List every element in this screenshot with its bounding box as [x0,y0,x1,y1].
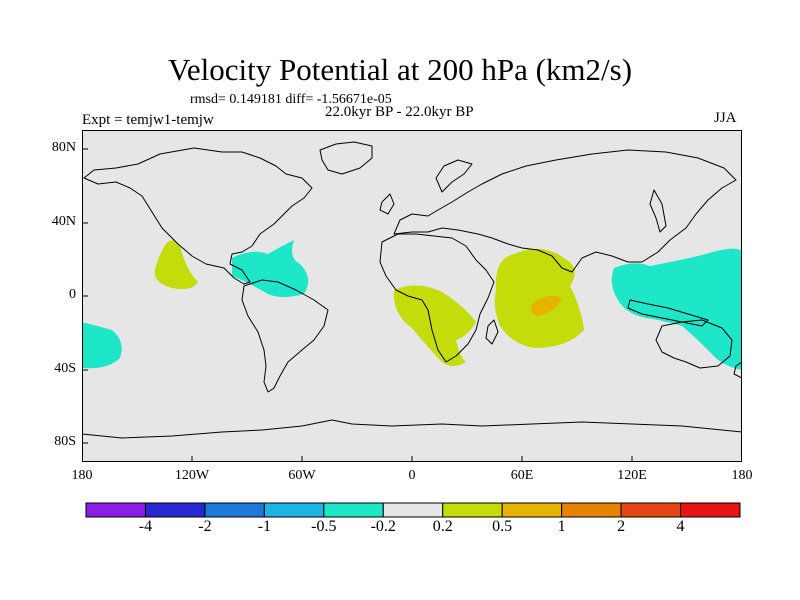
colorbar-swatch [680,502,741,518]
colorbar-swatch [382,502,444,518]
colorbar-swatch [85,502,146,518]
scandinavia-outline [435,159,473,193]
lon-label-120e: 120E [617,468,647,483]
positive-patch-indian-ocean [494,248,584,348]
lon-label-60w: 60W [288,468,316,483]
anomaly-shading [82,240,742,370]
colorbar-label: 0.5 [492,518,513,535]
south-america-outline [241,279,329,393]
colorbar-label: -0.5 [311,518,337,535]
lat-label-80n: 80N [51,140,76,155]
colorbar-label: -4 [138,518,153,535]
lon-label-120w: 120W [174,468,210,483]
positive-patch-south-atlantic [393,285,476,366]
lat-label-40n: 40N [51,214,76,229]
colorbar-label: -2 [198,518,212,535]
world-map [82,130,742,462]
positive-patch-east-pacific [154,240,198,290]
negative-patch-caribbean [232,240,309,297]
lat-label-40s: 40S [54,361,76,376]
colorbar-swatch [442,502,503,518]
eurasia-outline [393,149,737,273]
lat-label-80s: 80S [54,434,76,449]
colorbar-swatch [144,502,206,518]
colorbar-label: 2 [617,518,626,535]
colorbar-label: 0.2 [432,518,453,535]
map-title: Velocity Potential at 200 hPa (km2/s) [167,52,633,87]
new-zealand-outline [733,361,742,379]
indonesia-outline [627,299,709,327]
colorbar-swatch [501,502,563,518]
colorbar-label: 4 [676,518,685,535]
season-label: JJA [714,110,737,126]
colorbar [85,502,741,518]
colorbar-label: -1 [257,518,272,535]
colorbar-label: 1 [557,518,566,535]
rmsd-stats: rmsd= 0.149181 diff= -1.56671e-05 [190,92,392,107]
strong-positive-patch [530,296,562,316]
colorbar-swatch [323,502,384,518]
greenland-outline [319,141,373,175]
coastlines [82,141,742,439]
north-america-outline [83,147,313,285]
japan-outline [649,189,667,233]
antarctica-outline [82,419,742,439]
africa-outline [379,233,495,363]
lat-label-0: 0 [69,287,76,302]
time-period-label: 22.0kyr BP - 22.0kyr BP [325,104,474,120]
lon-label-60e: 60E [510,468,534,483]
madagascar-outline [485,319,499,345]
colorbar-label: -0.2 [370,518,396,535]
colorbar-swatch [620,502,682,518]
negative-patch-west-pacific [611,248,742,370]
map-tick-marks [82,148,633,462]
colorbar-swatch [561,502,622,518]
colorbar-swatch [263,502,325,518]
negative-patch-east-pacific [82,322,122,369]
lon-label-180-east: 180 [731,468,753,483]
lon-label-0: 0 [408,468,416,483]
colorbar-swatch [204,502,265,518]
australia-outline [655,319,733,369]
experiment-label: Expt = temjw1-temjw [82,112,214,128]
british-isles-outline [379,193,395,215]
lon-label-180-west: 180 [71,468,93,483]
